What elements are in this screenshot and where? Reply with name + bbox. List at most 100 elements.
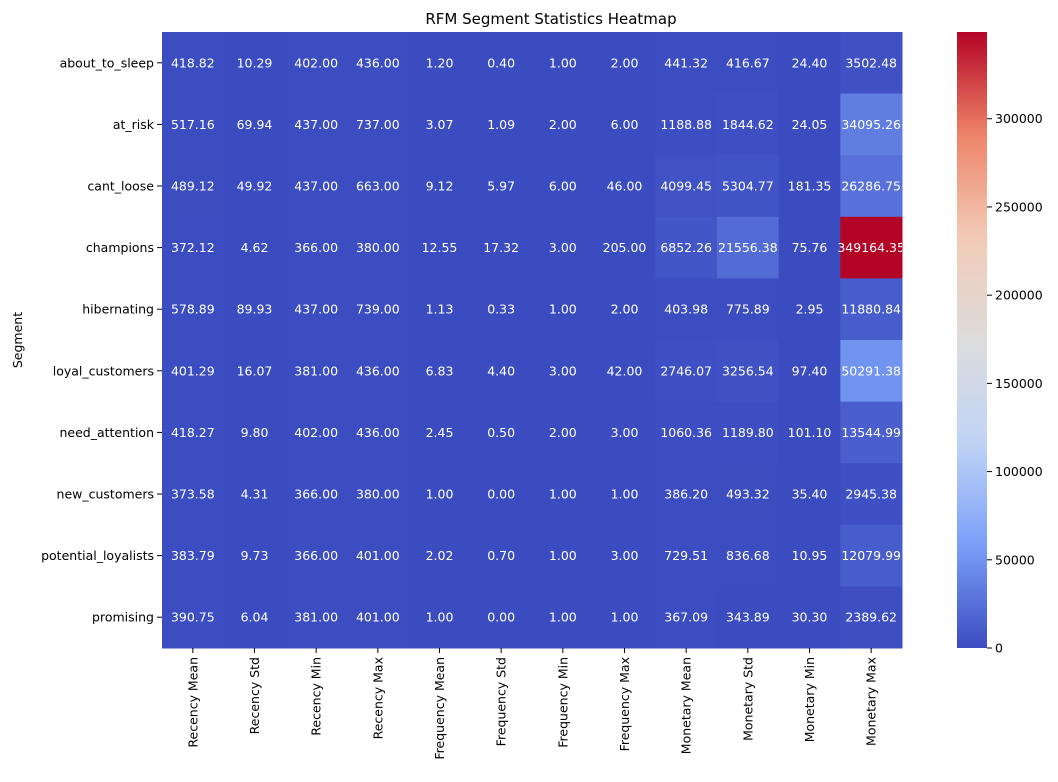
heatmap-cell	[408, 93, 471, 156]
heatmap-cell	[717, 278, 780, 341]
colorbar-tick-label: 200000	[995, 288, 1043, 303]
heatmap-cell-label: 437.00	[294, 179, 338, 194]
heatmap-cell-label: 1.00	[611, 487, 639, 502]
heatmap-cell-label: 1.00	[611, 610, 639, 625]
heatmap-cell-label: 1060.36	[660, 425, 712, 440]
y-tick-label: at_risk	[113, 117, 155, 132]
heatmap-cell-label: 30.30	[792, 610, 828, 625]
x-tick-label: Recency Mean	[185, 657, 200, 748]
heatmap-cell-label: 403.98	[664, 302, 708, 317]
heatmap-cell	[285, 524, 348, 587]
heatmap-cell-label: 1.00	[426, 487, 454, 502]
y-tick-label: promising	[92, 610, 154, 625]
heatmap-cell-label: 12.55	[422, 240, 458, 255]
heatmap-cell	[655, 463, 718, 526]
y-tick-label: about_to_sleep	[60, 55, 154, 70]
heatmap-cell	[470, 93, 533, 156]
heatmap-cell	[532, 155, 595, 218]
heatmap-cell	[470, 524, 533, 587]
heatmap-cell	[778, 340, 841, 403]
heatmap-cell-label: 26286.75	[841, 179, 901, 194]
heatmap-cell	[285, 340, 348, 403]
heatmap-cell	[532, 524, 595, 587]
heatmap-cell	[470, 155, 533, 218]
heatmap-cell-label: 2.02	[426, 548, 454, 563]
y-tick-label: need_attention	[59, 425, 154, 440]
heatmap-cell-label: 437.00	[294, 302, 338, 317]
heatmap-cell-label: 402.00	[294, 425, 338, 440]
heatmap-cell	[778, 401, 841, 464]
heatmap-cell-label: 366.00	[294, 548, 338, 563]
heatmap-cell	[347, 401, 410, 464]
heatmap-cell-label: 10.95	[792, 548, 828, 563]
heatmap-cell	[162, 216, 225, 279]
heatmap-cell-label: 401.29	[171, 363, 215, 378]
heatmap-cell-label: 4.31	[241, 487, 269, 502]
x-tick-label: Monetary Min	[802, 657, 817, 742]
heatmap-cell-label: 390.75	[171, 610, 215, 625]
y-tick-label: loyal_customers	[53, 363, 154, 378]
heatmap-cell-label: 4099.45	[660, 179, 712, 194]
heatmap-cell-label: 49.92	[237, 179, 273, 194]
x-tick-label: Recency Max	[370, 657, 385, 739]
heatmap-cell-label: 97.40	[792, 363, 828, 378]
heatmap-cell	[655, 216, 718, 279]
heatmap-cell-labels: 418.82 10.29 402.00 436.00 1.20 0.40 1.00 2.00 4…	[171, 55, 902, 625]
heatmap-cell	[162, 155, 225, 218]
heatmap-cell-label: 3.07	[426, 117, 454, 132]
heatmap-cell-label: 0.70	[487, 548, 515, 563]
heatmap-cell-label: 101.10	[788, 425, 832, 440]
colorbar: 0 50000 100000 150000 200000 250000 300000	[957, 32, 1043, 656]
heatmap-cell-label: 4.40	[487, 363, 515, 378]
heatmap-cell	[593, 32, 656, 95]
heatmap-cell	[285, 216, 348, 279]
heatmap-cell	[470, 278, 533, 341]
heatmap-cell-label: 0.50	[487, 425, 515, 440]
heatmap-cell-label: 24.05	[792, 117, 828, 132]
heatmap-cell	[778, 586, 841, 649]
heatmap-cell-label: 34095.26	[841, 117, 901, 132]
heatmap-cell	[840, 278, 903, 341]
colorbar-tick-label: 250000	[995, 199, 1043, 214]
heatmap-cell-label: 3.00	[611, 425, 639, 440]
heatmap-cell-label: 418.27	[171, 425, 215, 440]
heatmap-cell	[223, 216, 286, 279]
heatmap-cell-label: 2746.07	[660, 363, 712, 378]
heatmap-cell	[408, 32, 471, 95]
heatmap-cell-label: 6.00	[549, 179, 577, 194]
heatmap-cell	[470, 401, 533, 464]
heatmap-cell	[532, 278, 595, 341]
heatmap-cell	[655, 586, 718, 649]
heatmap-cell-label: 50291.38	[841, 363, 901, 378]
heatmap-cell	[778, 524, 841, 587]
heatmap-cell	[778, 32, 841, 95]
heatmap-cell-label: 1.00	[549, 55, 577, 70]
heatmap-cell	[470, 216, 533, 279]
heatmap-cell	[162, 93, 225, 156]
heatmap-cell-label: 0.33	[487, 302, 515, 317]
heatmap-cell-label: 386.20	[664, 487, 708, 502]
chart-title: RFM Segment Statistics Heatmap	[425, 10, 676, 28]
heatmap-cell-label: 1.00	[549, 487, 577, 502]
x-tick-label: Recency Min	[309, 657, 324, 736]
heatmap-cell-label: 381.00	[294, 363, 338, 378]
heatmap-cell-label: 9.80	[241, 425, 269, 440]
heatmap-cell	[408, 401, 471, 464]
heatmap-cell-label: 416.67	[726, 55, 770, 70]
heatmap-cell-label: 2.45	[426, 425, 454, 440]
heatmap-cell-label: 663.00	[356, 179, 400, 194]
heatmap-cell-label: 24.40	[792, 55, 828, 70]
y-tick-label: new_customers	[57, 487, 154, 502]
heatmap-cell-label: 4.62	[241, 240, 269, 255]
heatmap-cell	[347, 340, 410, 403]
heatmap-cell-label: 343.89	[726, 610, 770, 625]
heatmap-cell	[532, 586, 595, 649]
heatmap-cell	[593, 278, 656, 341]
heatmap-cell	[717, 93, 780, 156]
heatmap-cell-label: 383.79	[171, 548, 215, 563]
heatmap-cell	[778, 278, 841, 341]
heatmap-cells	[162, 32, 903, 649]
heatmap-cell	[223, 586, 286, 649]
heatmap-cell-label: 1189.80	[722, 425, 774, 440]
heatmap-cell-label: 0.00	[487, 487, 515, 502]
